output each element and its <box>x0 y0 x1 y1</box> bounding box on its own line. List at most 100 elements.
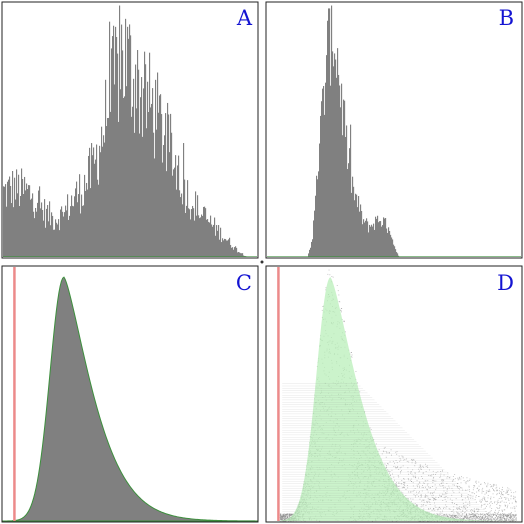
histogram-bar <box>55 219 57 257</box>
scatter-point <box>405 489 407 490</box>
scatter-point <box>451 516 453 517</box>
scatter-point <box>487 484 489 486</box>
scatter-point <box>489 504 491 506</box>
scatter-point <box>493 496 495 498</box>
scatter-point <box>507 490 509 492</box>
scatter-point <box>467 489 469 491</box>
scatter-point <box>512 520 514 521</box>
scatter-point <box>486 518 488 520</box>
scatter-point <box>505 520 506 521</box>
histogram-bar <box>18 174 20 257</box>
scatter-point <box>434 502 435 504</box>
scatter-point <box>507 514 509 516</box>
scatter-point <box>443 493 445 495</box>
histogram-bar <box>328 8 330 257</box>
scatter-point <box>485 500 486 502</box>
scatter-point <box>343 320 345 322</box>
scatter-point <box>489 518 491 520</box>
scatter-point <box>433 497 435 499</box>
scatter-point <box>462 518 464 520</box>
scatter-point <box>432 493 433 495</box>
scatter-point <box>371 520 373 522</box>
scatter-point <box>510 513 512 515</box>
histogram-bar <box>76 181 78 257</box>
scatter-point <box>410 478 412 480</box>
scatter-point <box>461 518 463 520</box>
scatter-point <box>487 515 489 517</box>
scatter-point <box>425 466 427 467</box>
scatter-point <box>290 520 292 522</box>
histogram-bar <box>219 239 221 257</box>
scatter-point <box>497 512 499 514</box>
panel-d-label: D <box>497 271 514 295</box>
histogram-bar <box>196 215 198 257</box>
scatter-point <box>515 491 517 493</box>
scatter-point <box>514 515 516 517</box>
scatter-point <box>482 519 484 521</box>
histogram-bar <box>148 112 150 257</box>
histogram-bar <box>390 234 392 257</box>
scatter-point <box>286 518 288 520</box>
scatter-point <box>467 515 469 516</box>
scatter-point <box>427 520 429 522</box>
scatter-point <box>414 488 416 489</box>
scatter-point <box>442 485 443 487</box>
scatter-point <box>461 495 463 497</box>
scatter-point <box>445 501 447 503</box>
scatter-point <box>290 515 291 516</box>
scatter-point <box>476 513 478 515</box>
histogram-bar <box>65 205 67 257</box>
scatter-point <box>489 484 491 485</box>
scatter-point <box>491 513 493 515</box>
panel-b: B <box>265 1 523 259</box>
scatter-point <box>439 508 441 510</box>
scatter-point <box>473 515 475 517</box>
scatter-point <box>443 474 445 476</box>
scatter-point <box>443 508 444 509</box>
histogram-bar <box>392 239 394 257</box>
scatter-point <box>481 514 483 516</box>
scatter-point <box>439 506 440 508</box>
scatter-point <box>285 514 287 516</box>
histogram-bar <box>23 194 25 257</box>
histogram-bar <box>320 115 322 258</box>
scatter-point <box>283 517 285 519</box>
scatter-point <box>511 495 512 497</box>
scatter-point <box>448 487 450 489</box>
histogram-bar <box>235 246 237 257</box>
scatter-point <box>414 472 416 474</box>
histogram-bar <box>13 207 15 257</box>
scatter-point <box>418 477 419 479</box>
scatter-point <box>410 471 412 473</box>
histogram-bar <box>186 205 188 257</box>
scatter-point <box>442 493 443 495</box>
scatter-point <box>435 489 437 491</box>
scatter-point <box>509 502 510 504</box>
scatter-point <box>459 514 461 516</box>
scatter-point <box>500 505 502 507</box>
scatter-point <box>331 276 333 277</box>
scatter-point <box>428 474 429 476</box>
scatter-point <box>423 499 424 501</box>
scatter-point <box>443 490 445 492</box>
scatter-point <box>483 491 485 492</box>
scatter-point <box>440 473 442 475</box>
scatter-point <box>503 515 504 517</box>
scatter-point <box>280 513 282 515</box>
scatter-point <box>513 496 515 498</box>
histogram-bar <box>177 165 179 257</box>
scatter-point <box>386 452 387 454</box>
scatter-point <box>485 490 487 492</box>
scatter-point <box>471 516 473 518</box>
scatter-point <box>502 510 503 512</box>
scatter-point <box>491 503 493 504</box>
scatter-point <box>420 506 422 508</box>
scatter-point <box>409 479 411 481</box>
scatter-point <box>484 499 486 501</box>
histogram-bar <box>56 222 58 257</box>
scatter-point <box>400 491 402 493</box>
histogram-bar <box>83 205 85 257</box>
scatter-point <box>461 499 463 501</box>
scatter-point <box>450 516 452 518</box>
scatter-point <box>499 517 501 519</box>
